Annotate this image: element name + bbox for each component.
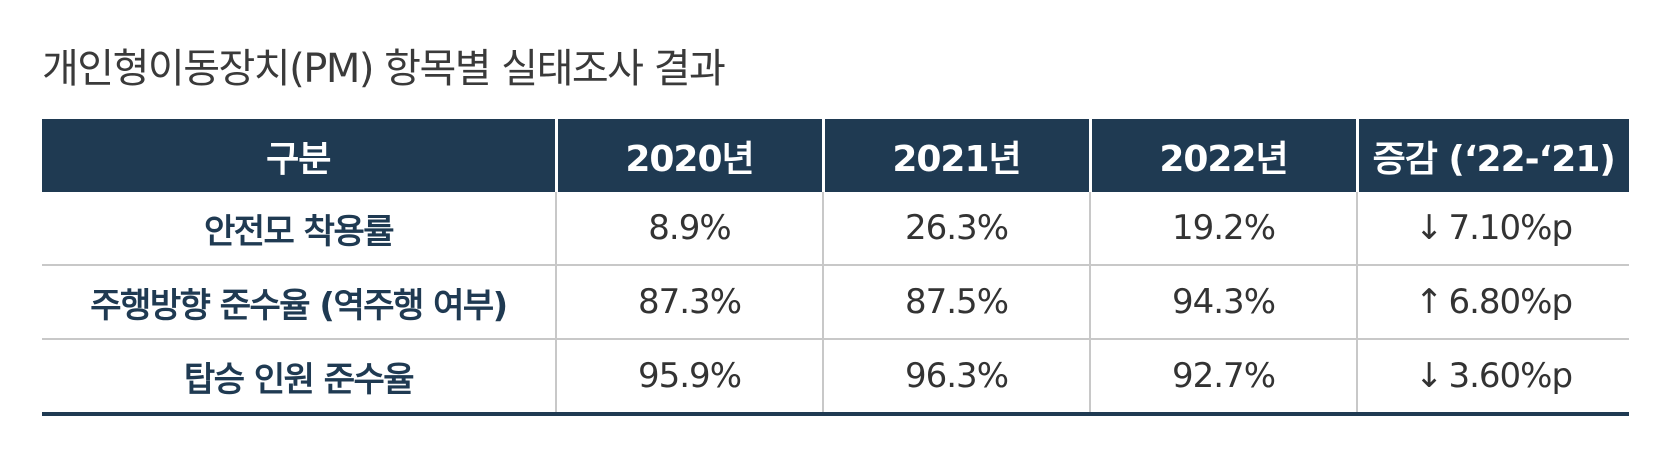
arrow-up-icon: ↑ bbox=[1414, 282, 1443, 322]
row-label: 안전모 착용률 bbox=[42, 192, 556, 266]
value-2022: 19.2% bbox=[1089, 192, 1357, 266]
survey-results-table: 구분 2020년 2021년 2022년 증감 (‘22-‘21) 안전모 착용… bbox=[42, 119, 1629, 416]
table-row: 탑승 인원 준수율 95.9% 96.3% 92.7% ↓ 3.60%p bbox=[42, 339, 1629, 416]
header-2022: 2022년 bbox=[1088, 119, 1357, 192]
header-category: 구분 bbox=[42, 119, 556, 192]
change-value: 7.10%p bbox=[1448, 208, 1573, 248]
value-2020: 8.9% bbox=[555, 192, 823, 266]
value-2022: 94.3% bbox=[1089, 265, 1357, 340]
value-2022: 92.7% bbox=[1089, 339, 1357, 416]
row-label: 탑승 인원 준수율 bbox=[42, 339, 556, 416]
table-header-row: 구분 2020년 2021년 2022년 증감 (‘22-‘21) bbox=[42, 119, 1629, 192]
header-change: 증감 (‘22-‘21) bbox=[1355, 119, 1629, 192]
table-row: 안전모 착용률 8.9% 26.3% 19.2% ↓ 7.10%p bbox=[42, 192, 1629, 266]
change-cell: ↓ 7.10%p bbox=[1356, 192, 1629, 266]
page-title: 개인형이동장치(PM) 항목별 실태조사 결과 bbox=[42, 46, 726, 92]
arrow-down-icon: ↓ bbox=[1414, 208, 1443, 248]
value-2020: 95.9% bbox=[555, 339, 823, 416]
change-cell: ↓ 3.60%p bbox=[1356, 339, 1629, 416]
header-2021: 2021년 bbox=[821, 119, 1090, 192]
header-2020: 2020년 bbox=[554, 119, 823, 192]
value-2021: 26.3% bbox=[822, 192, 1090, 266]
table-row: 주행방향 준수율 (역주행 여부) 87.3% 87.5% 94.3% ↑ 6.8… bbox=[42, 265, 1629, 340]
change-value: 6.80%p bbox=[1448, 282, 1573, 322]
value-2021: 96.3% bbox=[822, 339, 1090, 416]
value-2020: 87.3% bbox=[555, 265, 823, 340]
row-label: 주행방향 준수율 (역주행 여부) bbox=[42, 265, 556, 340]
value-2021: 87.5% bbox=[822, 265, 1090, 340]
arrow-down-icon: ↓ bbox=[1414, 356, 1443, 396]
change-value: 3.60%p bbox=[1448, 356, 1573, 396]
change-cell: ↑ 6.80%p bbox=[1356, 265, 1629, 340]
